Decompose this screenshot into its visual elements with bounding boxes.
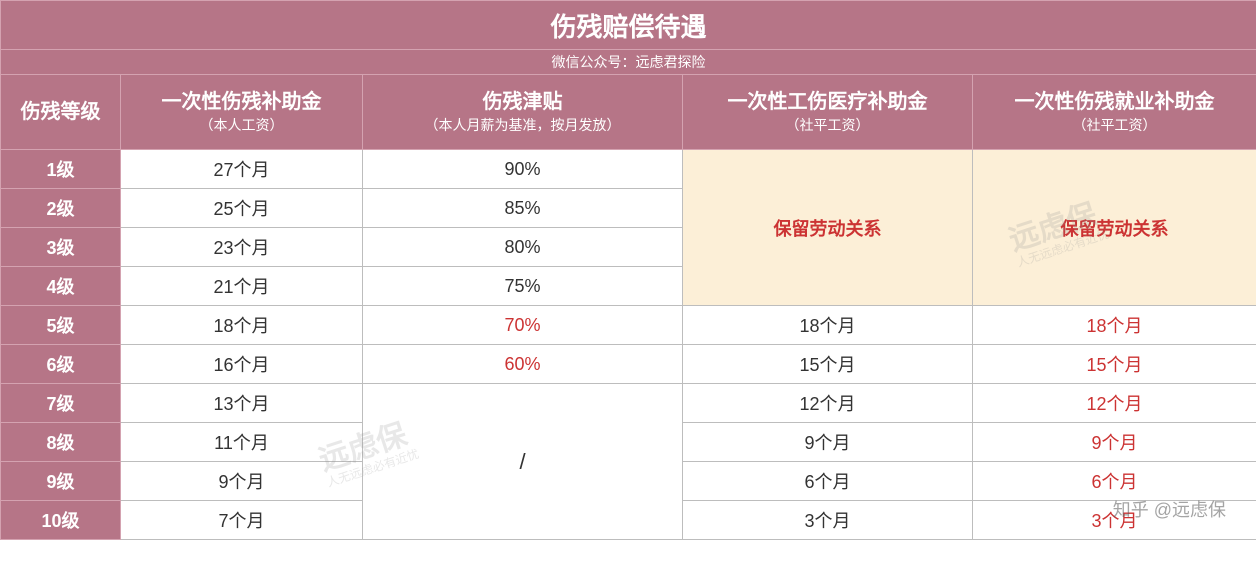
lump-cell: 27个月 [121,150,363,189]
lump-cell: 25个月 [121,189,363,228]
allowance-cell: 70% [363,306,683,345]
table-title: 伤残赔偿待遇 [1,1,1256,50]
lump-cell: 23个月 [121,228,363,267]
level-cell: 2级 [1,189,121,228]
lump-cell: 7个月 [121,501,363,540]
medical-cell: 15个月 [683,345,973,384]
allowance-cell: 85% [363,189,683,228]
merged-employ-cell: 保留劳动关系 [973,150,1256,306]
medical-cell: 6个月 [683,462,973,501]
allowance-cell: 80% [363,228,683,267]
level-cell: 5级 [1,306,121,345]
col-allowance-sub: （本人月薪为基准，按月发放） [363,116,682,136]
medical-cell: 12个月 [683,384,973,423]
level-cell: 10级 [1,501,121,540]
medical-cell: 18个月 [683,306,973,345]
table-subtitle: 微信公众号：远虑君探险 [1,50,1256,75]
compensation-table-container: 伤残赔偿待遇 微信公众号：远虑君探险 伤残等级 一次性伤残补助金 （本人工资） … [0,0,1256,540]
col-lump-sub: （本人工资） [121,116,362,136]
compensation-table: 伤残赔偿待遇 微信公众号：远虑君探险 伤残等级 一次性伤残补助金 （本人工资） … [0,0,1256,540]
employ-cell: 6个月 [973,462,1256,501]
level-cell: 3级 [1,228,121,267]
merged-medical-cell: 保留劳动关系 [683,150,973,306]
table-row: 1级 27个月 90% 保留劳动关系 保留劳动关系 [1,150,1256,189]
subtitle-row: 微信公众号：远虑君探险 [1,50,1256,75]
allowance-cell: 75% [363,267,683,306]
employ-cell: 3个月 [973,501,1256,540]
lump-cell: 11个月 [121,423,363,462]
level-cell: 4级 [1,267,121,306]
employ-cell: 9个月 [973,423,1256,462]
col-medical: 一次性工伤医疗补助金 （社平工资） [683,75,973,150]
col-level-main: 伤残等级 [1,98,120,126]
col-allowance: 伤残津贴 （本人月薪为基准，按月发放） [363,75,683,150]
table-row: 5级 18个月 70% 18个月 18个月 [1,306,1256,345]
medical-cell: 3个月 [683,501,973,540]
medical-cell: 9个月 [683,423,973,462]
col-employ: 一次性伤残就业补助金 （社平工资） [973,75,1256,150]
table-row: 7级 13个月 / 12个月 12个月 [1,384,1256,423]
header-row: 伤残等级 一次性伤残补助金 （本人工资） 伤残津贴 （本人月薪为基准，按月发放）… [1,75,1256,150]
col-medical-sub: （社平工资） [683,116,972,136]
col-level: 伤残等级 [1,75,121,150]
title-row: 伤残赔偿待遇 [1,1,1256,50]
lump-cell: 18个月 [121,306,363,345]
merged-allowance-cell: / [363,384,683,540]
col-lump: 一次性伤残补助金 （本人工资） [121,75,363,150]
allowance-cell: 90% [363,150,683,189]
lump-cell: 21个月 [121,267,363,306]
col-allowance-main: 伤残津贴 [363,88,682,116]
allowance-cell: 60% [363,345,683,384]
col-employ-main: 一次性伤残就业补助金 [973,88,1256,116]
employ-cell: 15个月 [973,345,1256,384]
col-employ-sub: （社平工资） [973,116,1256,136]
employ-cell: 12个月 [973,384,1256,423]
col-medical-main: 一次性工伤医疗补助金 [683,88,972,116]
level-cell: 6级 [1,345,121,384]
level-cell: 1级 [1,150,121,189]
lump-cell: 13个月 [121,384,363,423]
col-lump-main: 一次性伤残补助金 [121,88,362,116]
lump-cell: 16个月 [121,345,363,384]
table-row: 6级 16个月 60% 15个月 15个月 [1,345,1256,384]
employ-cell: 18个月 [973,306,1256,345]
lump-cell: 9个月 [121,462,363,501]
level-cell: 8级 [1,423,121,462]
level-cell: 9级 [1,462,121,501]
level-cell: 7级 [1,384,121,423]
